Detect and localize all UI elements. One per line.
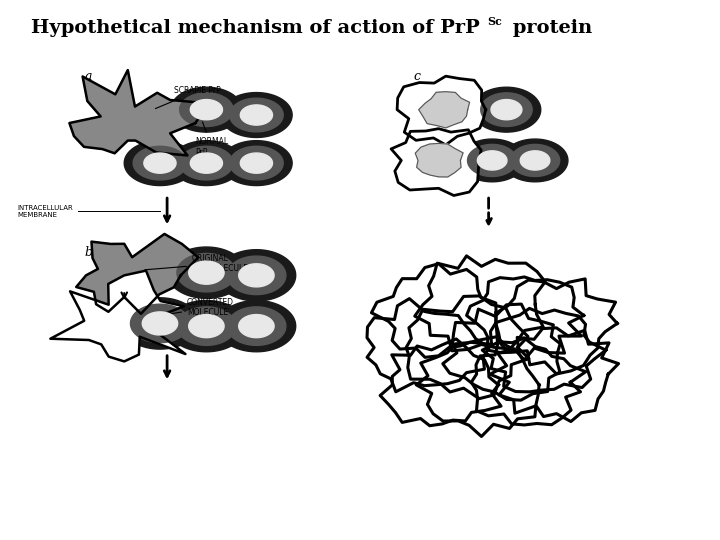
Text: protein: protein [506, 19, 593, 37]
Polygon shape [167, 247, 246, 298]
Polygon shape [125, 140, 196, 186]
Polygon shape [367, 299, 489, 392]
Polygon shape [239, 315, 274, 338]
Text: d: d [413, 284, 422, 296]
Polygon shape [240, 153, 272, 173]
Polygon shape [76, 234, 198, 314]
Polygon shape [171, 140, 242, 186]
Text: a: a [85, 70, 92, 83]
Polygon shape [510, 144, 559, 177]
Polygon shape [171, 87, 242, 132]
Text: INTRACELLULAR
MEMBRANE: INTRACELLULAR MEMBRANE [17, 205, 73, 218]
Text: NORMAL
PrP: NORMAL PrP [196, 122, 229, 157]
Polygon shape [230, 98, 283, 132]
Polygon shape [221, 92, 292, 138]
Text: ORIGINAL
PrP MOLECULE: ORIGINAL PrP MOLECULE [145, 254, 248, 273]
Polygon shape [415, 144, 463, 177]
Polygon shape [50, 271, 186, 361]
Polygon shape [190, 99, 222, 120]
Text: c: c [413, 70, 420, 83]
Polygon shape [143, 312, 178, 335]
Polygon shape [144, 153, 176, 173]
Polygon shape [217, 300, 296, 352]
Polygon shape [397, 76, 486, 145]
Polygon shape [217, 249, 296, 301]
Text: Sc: Sc [487, 16, 502, 27]
Polygon shape [496, 279, 617, 374]
Polygon shape [177, 253, 236, 292]
Polygon shape [227, 256, 286, 295]
Polygon shape [130, 304, 189, 343]
Polygon shape [416, 337, 539, 436]
Polygon shape [406, 296, 529, 399]
Polygon shape [380, 339, 501, 426]
Polygon shape [121, 298, 199, 349]
Polygon shape [459, 139, 525, 182]
Text: SCRAPIE PrP: SCRAPIE PrP [156, 86, 221, 109]
Polygon shape [419, 92, 469, 128]
Text: CONVERTED
MOLECULE: CONVERTED MOLECULE [163, 298, 234, 317]
Polygon shape [482, 308, 606, 392]
Polygon shape [69, 70, 209, 156]
Polygon shape [477, 151, 507, 170]
Polygon shape [467, 277, 584, 360]
Polygon shape [490, 328, 618, 422]
Polygon shape [472, 87, 541, 132]
Polygon shape [491, 99, 522, 120]
Polygon shape [190, 153, 222, 173]
Polygon shape [221, 140, 292, 186]
Polygon shape [415, 256, 545, 351]
Polygon shape [521, 151, 550, 170]
Text: b: b [85, 246, 93, 259]
Polygon shape [179, 146, 233, 180]
Polygon shape [239, 264, 274, 287]
Polygon shape [230, 146, 283, 180]
Polygon shape [467, 144, 517, 177]
Polygon shape [502, 139, 568, 182]
Polygon shape [240, 105, 272, 125]
Polygon shape [481, 93, 532, 126]
Polygon shape [177, 307, 236, 346]
Polygon shape [472, 338, 585, 425]
Polygon shape [227, 307, 286, 346]
Text: Hypothetical mechanism of action of PrP: Hypothetical mechanism of action of PrP [32, 19, 480, 37]
Polygon shape [189, 315, 224, 338]
Polygon shape [179, 93, 233, 126]
Polygon shape [372, 264, 496, 357]
Polygon shape [189, 261, 224, 284]
Polygon shape [167, 300, 246, 352]
Polygon shape [443, 304, 560, 400]
Polygon shape [133, 146, 186, 180]
Polygon shape [391, 129, 481, 195]
